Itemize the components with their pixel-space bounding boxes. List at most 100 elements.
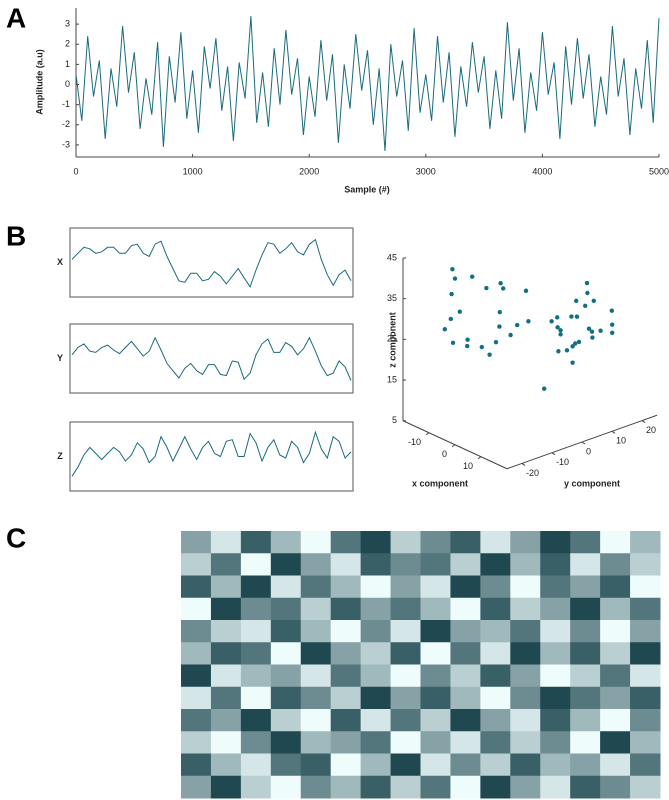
heatmap-cell [270,753,302,777]
heatmap-cell [420,642,451,665]
heatmap-cell [600,664,631,688]
heatmap-cell [330,664,362,688]
heatmap-cell [181,709,212,732]
heatmap-cell [270,620,302,643]
heatmap-cell [270,642,302,665]
heatmap-cell [630,686,661,710]
heatmap-cell [181,597,212,621]
trajectory-point [570,360,575,365]
heatmap-cell [480,575,511,599]
trajectory-point [610,322,615,327]
heatmap-cell [270,597,302,621]
heatmap-cell [480,664,511,688]
heatmap-cell [240,553,272,576]
trajectory-point [590,335,595,340]
heatmap-cell [181,686,212,710]
y-axis-label: Amplitude (a.u) [34,49,44,115]
heatmap-cell [600,597,631,621]
heatmap-cell [600,731,631,754]
trajectory-point [501,286,506,291]
heatmap-cell [600,686,631,710]
heatmap-cell [630,664,661,688]
z-tick-label: 5 [392,415,397,425]
trajectory-point [569,314,574,319]
heatmap-cell [330,686,362,710]
trajectory-point [470,274,475,279]
heatmap-cell [390,531,421,554]
trajectory-point [586,326,592,331]
heatmap-cell [630,642,661,665]
heatmap-cell [540,775,571,799]
y-tick-label: 0 [586,446,591,456]
z-tick-label: 15 [387,374,397,384]
heatmap-cell [390,575,421,599]
heatmap-cell [480,597,511,621]
heatmap-cell [510,664,541,688]
heatmap-cell [570,775,601,799]
heatmap-cell [240,642,272,665]
heatmap-cell [540,575,571,599]
x-tick-label: 5000 [649,166,669,176]
trajectory-point [523,288,529,293]
heatmap-cell [570,553,601,576]
y-tick [611,430,616,434]
heatmap-cell [420,731,451,754]
heatmap-cell [420,686,451,710]
heatmap-cell [330,575,362,599]
heatmap-cell [600,642,631,665]
heatmap-cell [330,597,362,621]
y-tick [551,452,556,456]
heatmap-cell [270,709,302,732]
heatmap-cell [420,553,451,576]
y-tick-label: -20 [526,468,539,478]
heatmap-cell [360,664,392,688]
heatmap-cell [300,553,332,576]
heatmap-cell [540,642,571,665]
heatmap-cell [300,775,332,799]
y-tick [641,420,646,424]
heatmap-cell [210,531,242,554]
trajectory-point [449,291,454,297]
heatmap-cell [240,531,272,554]
panel-label: C [6,522,26,553]
heatmap-cell [330,775,362,799]
trajectory-point [497,309,502,315]
trajectory-point [570,344,575,349]
z-axis-label: z component [387,312,397,368]
heatmap-cell [450,642,481,665]
trajectory-point [515,322,520,328]
heatmap-cell [540,686,571,710]
heatmap-cell [510,553,541,576]
heatmap-cell [480,709,511,732]
trajectory-point [591,298,596,303]
trajectory-point [585,290,590,296]
heatmap-cell [570,753,601,777]
heatmap-cell [270,686,302,710]
trajectory-point [598,328,603,333]
heatmap-cell [330,531,362,554]
x-axis-label: Sample (#) [344,184,390,194]
heatmap-cell [300,686,332,710]
heatmap-cell [630,531,661,554]
x-tick [425,432,430,436]
heatmap-cell [420,620,451,643]
heatmap-cell [181,620,212,643]
panel-label: A [6,2,26,33]
heatmap-cell [300,664,332,688]
trajectory-point [497,324,502,329]
heatmap-cell [420,664,451,688]
heatmap-cell [360,531,392,554]
heatmap-cell [270,575,302,599]
z-tick-label: 25 [387,334,397,344]
x-tick-label: 0 [442,449,447,459]
trajectory-point [549,319,554,324]
heatmap-cell [240,686,272,710]
heatmap-cell [570,642,601,665]
heatmap-cell [630,775,661,799]
heatmap-cell [510,709,541,732]
plot-frame [69,323,354,394]
heatmap-cell [510,775,541,799]
heatmap-cell [510,731,541,754]
heatmap-cell [540,731,571,754]
